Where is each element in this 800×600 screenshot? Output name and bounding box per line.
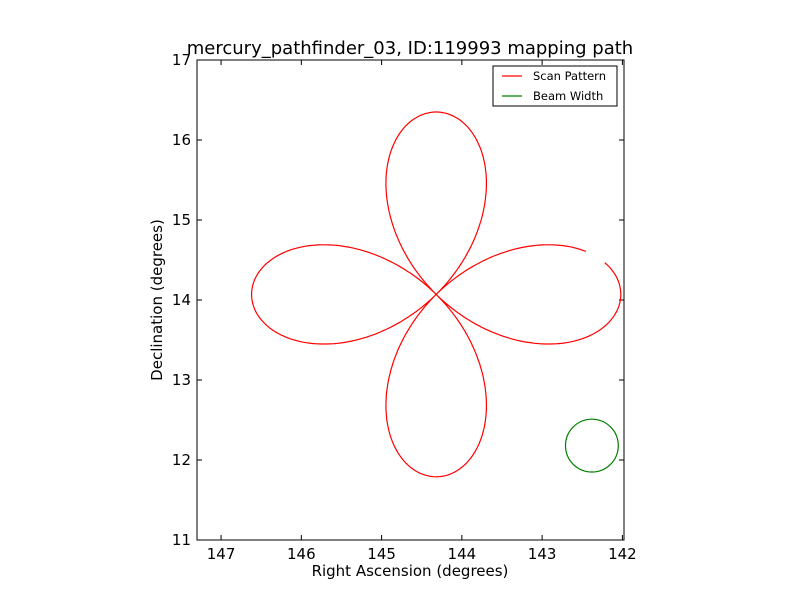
y-tick-label: 16: [172, 131, 191, 149]
x-axis-label: Right Ascension (degrees): [312, 562, 509, 580]
y-tick-label: 11: [172, 531, 191, 549]
y-tick-label: 14: [172, 291, 191, 309]
y-tick-label: 15: [172, 211, 191, 229]
x-tick-label: 143: [528, 545, 557, 563]
legend-label-scan-pattern: Scan Pattern: [533, 69, 606, 83]
x-tick-label: 145: [367, 545, 396, 563]
y-tick-label: 13: [172, 371, 191, 389]
x-tick-label: 144: [448, 545, 477, 563]
y-axis-label: Declination (degrees): [148, 219, 166, 381]
x-tick-label: 147: [207, 545, 236, 563]
legend-label-beam-width: Beam Width: [533, 89, 603, 103]
y-tick-label: 17: [172, 51, 191, 69]
beam-width-circle: [564, 418, 619, 473]
plot-frame: [196, 59, 625, 541]
series-layer: [251, 111, 622, 478]
plot-area: [196, 59, 625, 541]
x-tick-label: 146: [287, 545, 316, 563]
chart-title: mercury_pathfinder_03, ID:119993 mapping…: [187, 38, 633, 59]
y-tick-label: 12: [172, 451, 191, 469]
x-tick-label: 142: [608, 545, 637, 563]
legend-box: [492, 65, 618, 107]
legend: Scan Pattern Beam Width: [492, 65, 618, 107]
scan-pattern-line: [251, 111, 622, 478]
axis-ticks: 147 146 145 144 143 142 11 12 13 14 15 16 17: [172, 51, 637, 563]
